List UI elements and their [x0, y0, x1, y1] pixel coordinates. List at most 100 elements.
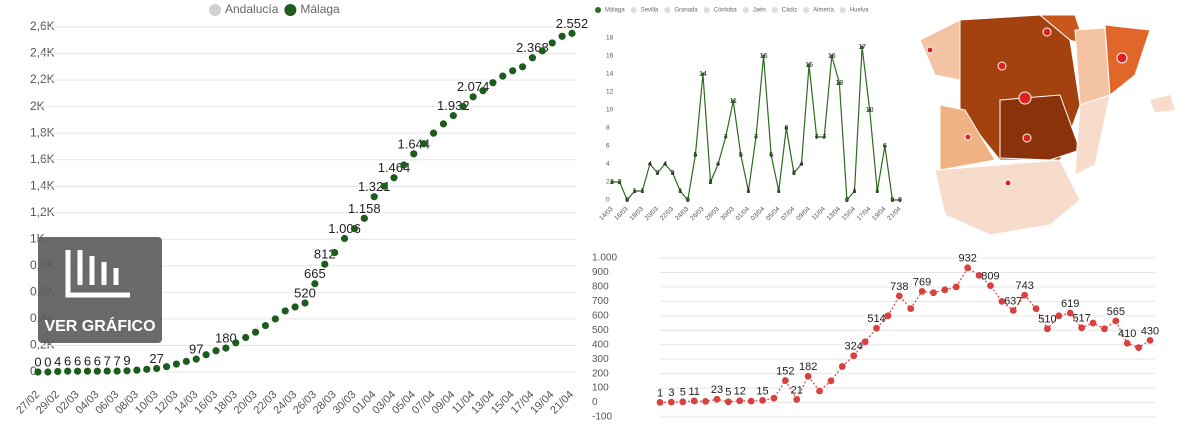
point [671, 171, 675, 175]
data-label: 6 [94, 354, 101, 369]
point [499, 72, 507, 80]
point [449, 112, 457, 120]
legend-label: Huelva [850, 8, 869, 14]
x-tick-label: 15/04 [841, 205, 858, 222]
legend-label: Córdoba [714, 8, 738, 14]
legend-swatch [742, 7, 749, 13]
y-tick-label: 400 [592, 339, 609, 350]
point [489, 79, 497, 87]
point [103, 367, 111, 375]
y-tick-label: 8 [606, 125, 610, 132]
point [83, 367, 92, 375]
y-tick-label: 700 [592, 296, 609, 307]
data-label: 619 [1061, 298, 1079, 310]
data-label: 7 [104, 354, 111, 369]
data-label: 6 [64, 354, 71, 369]
point [321, 260, 329, 268]
data-label: 1.644 [398, 136, 431, 151]
point [822, 135, 826, 139]
data-label: 8 [784, 125, 788, 132]
y-tick-label: 800 [592, 282, 609, 293]
data-label: 743 [1015, 280, 1033, 292]
point [459, 103, 467, 111]
y-tick-label: 900 [592, 267, 609, 278]
data-label: 182 [799, 361, 817, 373]
point [918, 287, 926, 295]
y-tick-label: 0 [592, 397, 598, 408]
data-label: 5 [725, 387, 731, 399]
data-label: 1 [746, 188, 750, 195]
x-tick-label: 18/03 [628, 205, 645, 222]
data-label: 430 [1141, 325, 1159, 337]
point [838, 363, 846, 370]
x-tick-label: 21/04 [886, 205, 903, 222]
point [747, 397, 755, 405]
y-tick-label: 500 [592, 325, 609, 336]
point [370, 193, 378, 201]
data-label: 27 [149, 351, 163, 366]
data-label: 2 [618, 179, 622, 186]
point [291, 303, 299, 311]
point [724, 135, 728, 139]
point [804, 372, 812, 380]
data-label: 1 [853, 188, 857, 195]
legend-swatch [209, 4, 221, 16]
data-label: 565 [1107, 306, 1125, 318]
y-tick-label: 10 [606, 107, 614, 114]
point [781, 377, 789, 384]
point [390, 174, 398, 182]
data-label: 14 [699, 71, 707, 78]
x-tick-label: 13/04 [826, 205, 843, 222]
data-label: 15 [805, 62, 813, 69]
data-label: 15 [756, 385, 768, 397]
point [518, 63, 527, 71]
map-dot [1018, 91, 1032, 105]
data-label: 1 [640, 188, 644, 195]
data-label: 6 [74, 354, 81, 369]
legend-label: Almería [813, 8, 834, 14]
point [558, 32, 566, 40]
x-tick-label: 26/03 [689, 205, 706, 222]
point [759, 396, 766, 404]
point [875, 189, 879, 193]
data-label: 5 [693, 152, 697, 159]
data-label: 3 [656, 170, 660, 177]
point [655, 171, 660, 175]
map-region [1074, 27, 1111, 106]
data-label: 1 [777, 188, 781, 195]
legend-swatch [595, 7, 601, 13]
data-label: 13 [835, 80, 843, 87]
point [350, 225, 359, 233]
map-region [1104, 24, 1151, 96]
x-tick-label: 19/04 [871, 205, 888, 222]
point [44, 368, 52, 376]
data-label: 7 [822, 134, 826, 141]
y-tick-label: -100 [592, 412, 612, 423]
data-label: 4 [800, 161, 804, 168]
point [182, 357, 190, 365]
x-tick-label: 17/04 [856, 205, 873, 222]
legend-label: Málaga [300, 2, 340, 16]
point [873, 324, 880, 332]
point [212, 347, 220, 355]
point [861, 338, 869, 346]
data-label: 97 [189, 342, 203, 357]
data-label: 324 [845, 341, 863, 353]
y-tick-label: 1,2K [30, 205, 55, 219]
point [509, 67, 517, 75]
point [1135, 344, 1143, 352]
point [827, 377, 835, 385]
data-label: 2 [610, 179, 614, 186]
ver-grafico-badge[interactable]: VER GRÁFICO [38, 237, 162, 343]
point [469, 93, 477, 101]
point [54, 367, 62, 376]
point [898, 198, 902, 202]
y-tick-label: 4 [606, 161, 610, 168]
point [883, 144, 887, 148]
point [895, 292, 903, 300]
y-tick-label: 0 [606, 197, 610, 204]
badge-icon [65, 250, 130, 298]
point [271, 315, 279, 323]
point [777, 189, 781, 193]
